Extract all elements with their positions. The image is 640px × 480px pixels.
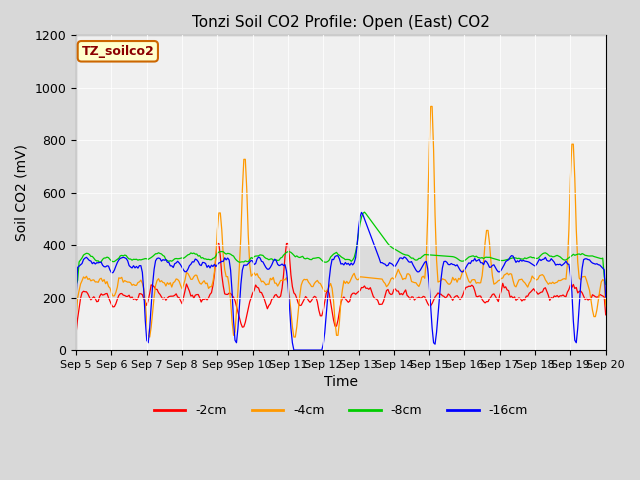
Line: -4cm: -4cm <box>76 107 605 337</box>
X-axis label: Time: Time <box>324 375 358 389</box>
-8cm <box>72 282 80 288</box>
Line: -8cm: -8cm <box>76 212 605 285</box>
-16cm <box>602 294 609 300</box>
-8cm <box>87 253 95 259</box>
-8cm <box>171 256 179 262</box>
Line: -2cm: -2cm <box>76 243 605 333</box>
-16cm <box>87 258 95 264</box>
-8cm <box>404 252 412 258</box>
Legend: -2cm, -4cm, -8cm, -16cm: -2cm, -4cm, -8cm, -16cm <box>149 399 533 422</box>
-16cm <box>540 256 548 262</box>
-8cm <box>539 251 547 257</box>
Y-axis label: Soil CO2 (mV): Soil CO2 (mV) <box>15 144 29 241</box>
Bar <box>76 245 605 298</box>
-4cm <box>393 270 401 276</box>
-2cm <box>602 312 609 318</box>
-2cm <box>539 289 547 295</box>
-4cm <box>172 276 180 282</box>
-4cm <box>404 271 412 276</box>
-2cm <box>87 297 95 303</box>
-16cm <box>377 260 385 265</box>
-2cm <box>214 240 221 246</box>
-8cm <box>602 282 609 288</box>
-16cm <box>406 259 414 265</box>
-8cm <box>393 248 401 253</box>
-4cm <box>602 303 609 309</box>
-8cm <box>360 209 368 215</box>
-16cm <box>72 292 80 298</box>
-8cm <box>375 229 383 235</box>
-2cm <box>375 301 383 307</box>
-4cm <box>72 315 80 321</box>
-4cm <box>375 276 383 282</box>
-16cm <box>358 209 365 215</box>
-2cm <box>72 330 80 336</box>
-4cm <box>540 274 548 279</box>
-2cm <box>171 292 179 298</box>
-4cm <box>87 278 95 284</box>
Text: TZ_soilco2: TZ_soilco2 <box>81 45 154 58</box>
Line: -16cm: -16cm <box>76 212 605 350</box>
-2cm <box>404 294 412 300</box>
-16cm <box>171 261 179 266</box>
-16cm <box>394 258 402 264</box>
-16cm <box>290 347 298 353</box>
-4cm <box>427 104 435 109</box>
-2cm <box>393 288 401 294</box>
-4cm <box>146 334 154 340</box>
Title: Tonzi Soil CO2 Profile: Open (East) CO2: Tonzi Soil CO2 Profile: Open (East) CO2 <box>192 15 490 30</box>
